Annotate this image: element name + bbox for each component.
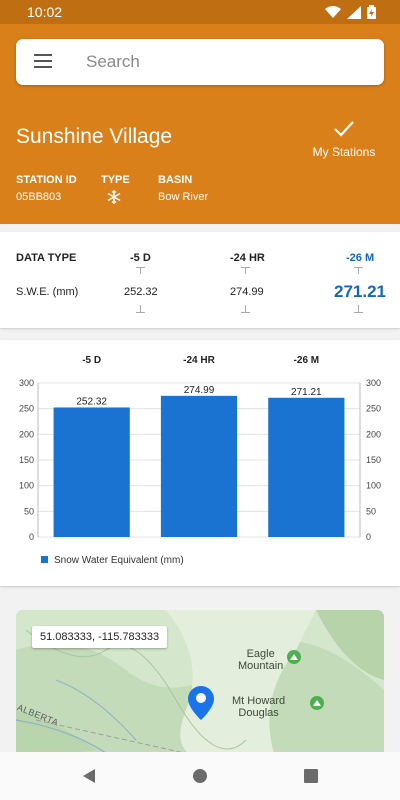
station-type-block: TYPE	[101, 174, 130, 205]
y-tick-label-right: 0	[366, 532, 371, 542]
col-header-26m[interactable]: -26 M	[346, 252, 375, 264]
chart-bar	[53, 407, 130, 537]
search-input[interactable]: Search	[86, 52, 140, 71]
status-icons	[325, 5, 376, 19]
station-map[interactable]: 51.083333, -115.783333 Eagle Mountain Mt…	[16, 610, 384, 760]
basin-value: Bow River	[158, 191, 209, 203]
y-tick-label-left: 300	[19, 378, 34, 388]
coordinates-label: 51.083333, -115.783333	[32, 626, 168, 648]
tick-mark	[241, 305, 251, 313]
back-icon[interactable]	[82, 768, 96, 784]
col-header-5d[interactable]: -5 D	[130, 252, 151, 264]
y-tick-label-right: 100	[366, 481, 381, 491]
my-stations-button[interactable]: My Stations	[304, 120, 384, 159]
y-tick-label-left: 150	[19, 455, 34, 465]
wifi-icon	[325, 5, 341, 18]
home-icon[interactable]	[192, 768, 208, 784]
recents-icon[interactable]	[304, 769, 318, 783]
swe-value-26m: 271.21	[334, 282, 386, 301]
legend-label: Snow Water Equivalent (mm)	[54, 555, 184, 566]
status-time: 10:02	[27, 4, 63, 20]
checkmark-icon	[334, 121, 354, 137]
swe-value-5d: 252.32	[124, 286, 158, 298]
col-header-24hr[interactable]: -24 HR	[230, 252, 265, 264]
y-tick-label-left: 50	[24, 506, 34, 516]
y-tick-label-right: 50	[366, 506, 376, 516]
category-label: -5 D	[82, 355, 101, 366]
station-id-value: 05BB803	[16, 191, 62, 203]
status-bar: 10:02	[0, 0, 400, 24]
category-label: -26 M	[294, 355, 320, 366]
my-stations-label: My Stations	[312, 145, 376, 159]
menu-icon[interactable]	[34, 54, 52, 68]
map-card: 51.083333, -115.783333 Eagle Mountain Mt…	[0, 598, 400, 760]
y-tick-label-left: 250	[19, 404, 34, 414]
map-label-mt-howard-douglas: Mt Howard Douglas	[232, 695, 286, 719]
chart-bar	[268, 397, 345, 537]
tick-mark	[354, 267, 364, 275]
bar-data-label: 271.21	[291, 387, 322, 398]
bar-data-label: 252.32	[76, 396, 107, 407]
battery-icon	[367, 5, 376, 19]
swe-data-card: DATA TYPE -5 D -24 HR -26 M S.W.E. (mm) …	[0, 232, 400, 328]
y-tick-label-right: 150	[366, 455, 381, 465]
station-id-label: STATION ID	[16, 174, 77, 186]
tick-mark	[136, 305, 146, 313]
swe-chart-card: 0 0 50 50 100 100 150 150 200 200 250 250 300 300 252.…	[0, 340, 400, 586]
basin-label: BASIN	[158, 174, 193, 186]
data-type-header: DATA TYPE	[16, 252, 77, 264]
mountain-marker-icon	[287, 650, 301, 664]
chart-bar	[160, 395, 238, 537]
category-label: -24 HR	[183, 355, 215, 366]
y-tick-label-right: 250	[366, 404, 381, 414]
tick-mark	[354, 305, 364, 313]
y-tick-label-left: 100	[19, 481, 34, 491]
swe-bar-chart: 0 0 50 50 100 100 150 150 200 200 250 250 300 300 252.…	[19, 355, 381, 566]
swe-value-24hr: 274.99	[230, 286, 264, 298]
y-tick-label-left: 0	[29, 532, 34, 542]
station-type-label: TYPE	[101, 174, 130, 186]
station-header: Search Sunshine Village My Stations STAT…	[0, 24, 400, 224]
station-basin-block: BASIN Bow River	[158, 174, 208, 203]
mountain-marker-icon	[310, 696, 324, 710]
map-label-eagle-mountain: Eagle Mountain	[238, 648, 284, 672]
y-tick-label-right: 300	[366, 378, 381, 388]
snowflake-icon	[107, 190, 121, 204]
station-name: Sunshine Village	[16, 125, 173, 148]
location-pin-icon[interactable]	[188, 686, 214, 720]
legend-swatch	[41, 556, 48, 563]
bar-data-label: 274.99	[184, 385, 215, 396]
station-id-block: STATION ID 05BB803	[16, 174, 77, 203]
signal-icon	[347, 5, 361, 19]
swe-row-label: S.W.E. (mm)	[16, 286, 79, 298]
y-tick-label-left: 200	[19, 429, 34, 439]
tick-mark	[241, 267, 251, 275]
system-nav-bar	[0, 752, 400, 800]
tick-mark	[136, 267, 146, 275]
search-bar[interactable]: Search	[16, 39, 384, 85]
y-tick-label-right: 200	[366, 429, 381, 439]
